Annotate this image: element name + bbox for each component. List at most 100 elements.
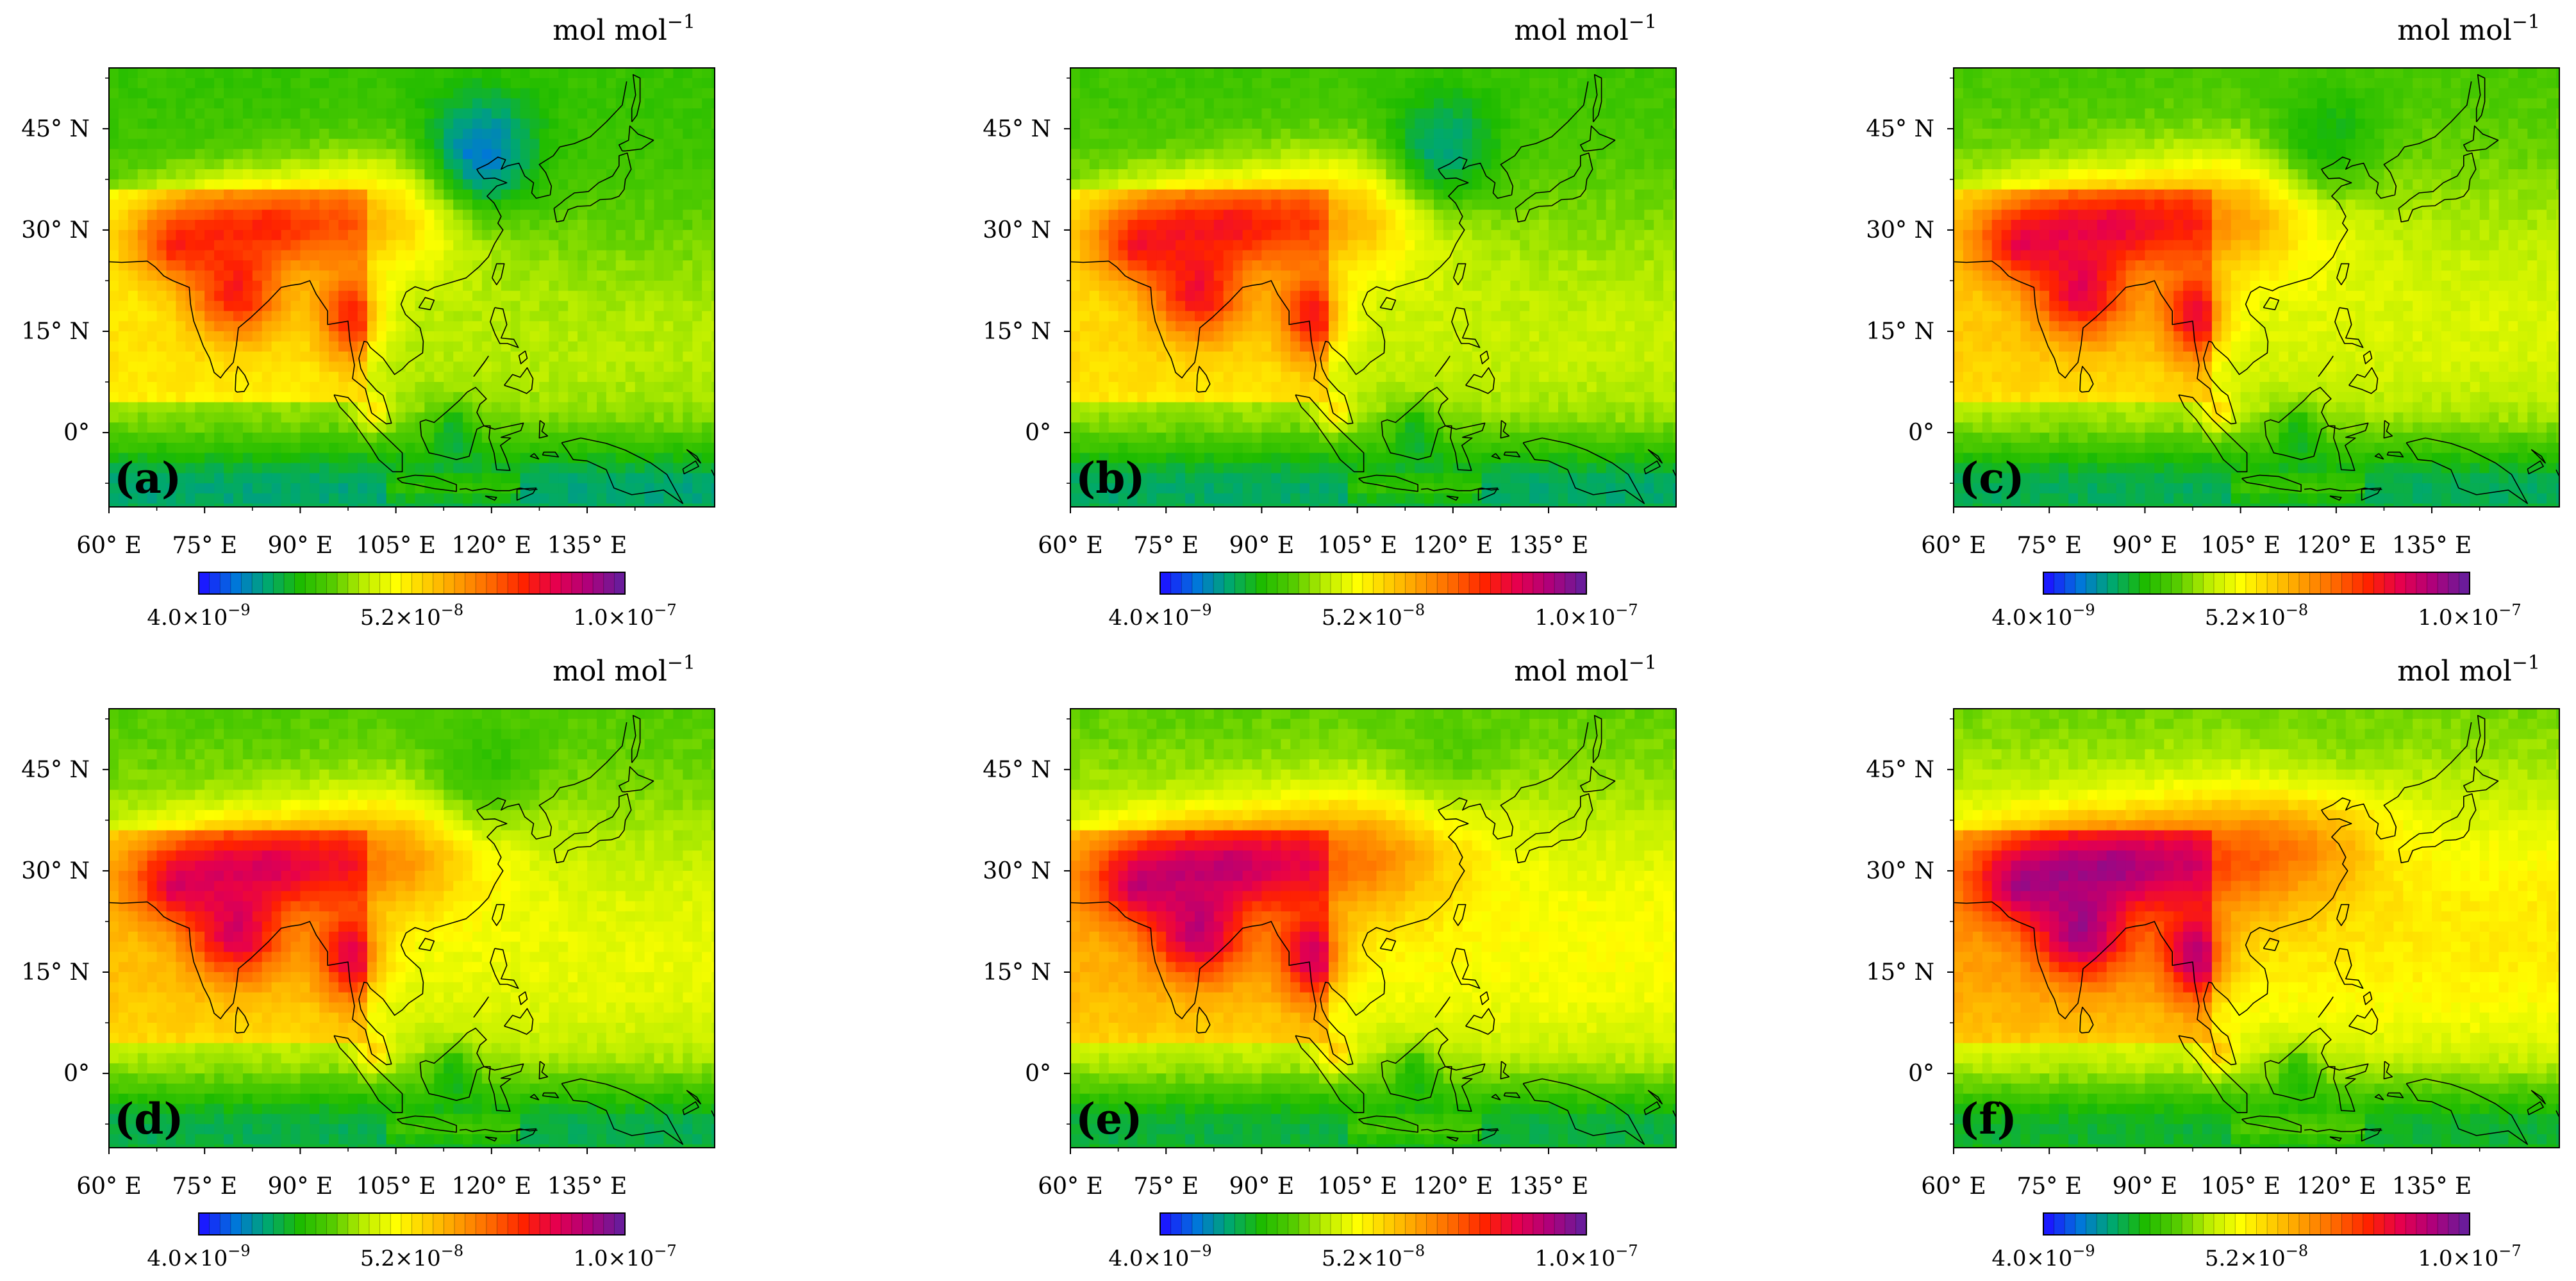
- heatmap-cell: [396, 240, 406, 251]
- heatmap-cell: [1099, 119, 1109, 129]
- heatmap-cell: [1654, 88, 1664, 99]
- heatmap-cell: [568, 129, 578, 140]
- heatmap-cell: [167, 119, 177, 129]
- heatmap-cell: [176, 504, 186, 515]
- heatmap-cell: [300, 372, 310, 383]
- heatmap-cell: [1281, 291, 1291, 302]
- heatmap-cell: [568, 321, 578, 332]
- heatmap-cell: [463, 119, 473, 129]
- heatmap-cell: [1482, 251, 1492, 261]
- heatmap-cell: [673, 311, 683, 322]
- heatmap-cell: [663, 331, 674, 342]
- heatmap-cell: [434, 190, 444, 201]
- heatmap-cell: [1319, 372, 1329, 383]
- heatmap-cell: [463, 251, 473, 261]
- heatmap-cell: [157, 159, 167, 170]
- heatmap-cell: [1271, 240, 1281, 251]
- heatmap-cell: [501, 372, 511, 383]
- heatmap-cell: [597, 78, 607, 89]
- heatmap-cell: [204, 230, 215, 241]
- heatmap-cell: [1271, 169, 1281, 180]
- heatmap-cell: [1529, 98, 1540, 109]
- heatmap-cell: [1500, 68, 1511, 79]
- heatmap-cell: [281, 220, 292, 231]
- heatmap-cell: [396, 220, 406, 231]
- heatmap-cell: [1654, 270, 1664, 281]
- heatmap-cell: [1271, 260, 1281, 271]
- heatmap-cell: [597, 129, 607, 140]
- heatmap-cell: [1673, 119, 1683, 129]
- heatmap-cell: [1463, 200, 1473, 211]
- heatmap-cell: [520, 402, 531, 413]
- heatmap-cell: [1309, 342, 1320, 352]
- heatmap-cell: [119, 402, 129, 413]
- heatmap-cell: [424, 190, 435, 201]
- heatmap-cell: [434, 352, 444, 363]
- heatmap-cell: [1176, 270, 1186, 281]
- heatmap-cell: [1319, 119, 1329, 129]
- heatmap-cell: [520, 504, 531, 515]
- heatmap-cell: [1405, 98, 1415, 109]
- heatmap-cell: [1606, 179, 1616, 190]
- heatmap-cell: [511, 291, 521, 302]
- heatmap-cell: [358, 422, 368, 433]
- heatmap-cell: [329, 453, 339, 464]
- heatmap-cell: [1070, 291, 1081, 302]
- heatmap-cell: [635, 483, 645, 494]
- heatmap-cell: [645, 108, 655, 119]
- heatmap-cell: [645, 169, 655, 180]
- heatmap-cell: [1606, 68, 1616, 79]
- heatmap-cell: [645, 301, 655, 312]
- heatmap-cell: [568, 119, 578, 129]
- heatmap-cell: [1319, 301, 1329, 312]
- heatmap-cell: [1386, 108, 1396, 119]
- heatmap-cell: [253, 230, 263, 241]
- heatmap-cell: [386, 260, 397, 271]
- heatmap-cell: [663, 78, 674, 89]
- heatmap-cell: [692, 230, 702, 241]
- heatmap-cell: [1185, 98, 1195, 109]
- heatmap-cell: [176, 119, 186, 129]
- heatmap-cell: [1606, 372, 1616, 383]
- heatmap-cell: [1118, 220, 1129, 231]
- heatmap-cell: [645, 88, 655, 99]
- heatmap-cell: [1137, 352, 1147, 363]
- heatmap-cell: [300, 361, 310, 372]
- heatmap-cell: [358, 331, 368, 342]
- heatmap-cell: [1109, 179, 1119, 190]
- heatmap-cell: [1453, 291, 1463, 302]
- heatmap-cell: [587, 169, 597, 180]
- heatmap-cell: [434, 139, 444, 150]
- heatmap-cell: [1558, 331, 1568, 342]
- heatmap-cell: [1539, 129, 1549, 140]
- heatmap-cell: [1099, 108, 1109, 119]
- heatmap-cell: [702, 88, 712, 99]
- heatmap-cell: [1568, 220, 1578, 231]
- heatmap-cell: [109, 311, 119, 322]
- heatmap-cell: [1424, 88, 1434, 99]
- heatmap-cell: [1147, 98, 1157, 109]
- heatmap-cell: [195, 493, 205, 504]
- heatmap-cell: [616, 220, 626, 231]
- heatmap-cell: [138, 291, 148, 302]
- heatmap-cell: [472, 473, 483, 484]
- heatmap-cell: [673, 392, 683, 403]
- heatmap-cell: [520, 139, 531, 150]
- heatmap-cell: [167, 190, 177, 201]
- heatmap-cell: [1395, 98, 1406, 109]
- heatmap-cell: [167, 443, 177, 454]
- heatmap-cell: [329, 402, 339, 413]
- heatmap-cell: [1358, 342, 1368, 352]
- heatmap-cell: [1577, 291, 1588, 302]
- heatmap-cell: [406, 331, 416, 342]
- heatmap-cell: [711, 473, 722, 484]
- heatmap-cell: [1309, 270, 1320, 281]
- heatmap-cell: [1233, 382, 1243, 393]
- heatmap-cell: [539, 210, 549, 220]
- heatmap-cell: [520, 230, 531, 241]
- heatmap-cell: [157, 98, 167, 109]
- heatmap-cell: [1443, 352, 1454, 363]
- heatmap-cell: [482, 342, 492, 352]
- heatmap-cell: [329, 119, 339, 129]
- heatmap-cell: [272, 200, 282, 211]
